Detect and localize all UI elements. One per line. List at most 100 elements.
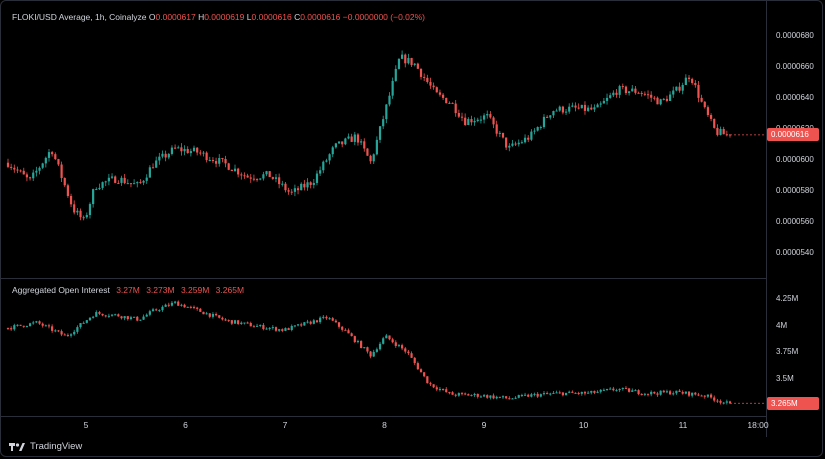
oi-candle-body (397, 345, 401, 347)
price-candle-body (501, 132, 505, 138)
price-candle-body (221, 158, 224, 160)
oi-candle-body (22, 325, 25, 327)
oi-candle-body (580, 391, 583, 394)
price-candle-body (451, 102, 454, 104)
y-tick-label: 0.0000600 (776, 154, 814, 164)
oi-candle-body (634, 390, 637, 392)
oi-candle-body (344, 329, 347, 331)
price-candle-body (360, 141, 363, 143)
price-candle-body (596, 104, 599, 108)
price-candle-body (628, 91, 631, 94)
oi-candle-body (208, 313, 211, 317)
price-candle-body (315, 173, 319, 183)
oi-candle-body (672, 393, 675, 395)
oi-candle-body (416, 363, 419, 370)
symbol-title[interactable]: FLOKI/USD Average, 1h, Coinalyze (12, 12, 147, 22)
y-tick-label: 0.0000620 (776, 124, 814, 133)
oi-candle-body (224, 319, 227, 321)
price-candle-body (293, 188, 297, 192)
price-candle-body (508, 145, 511, 148)
oi-candle-body (114, 314, 117, 316)
price-candle-body (92, 189, 95, 205)
price-candle-body (713, 118, 716, 128)
oi-high-value: 3.273M (146, 285, 175, 295)
price-candle-body (703, 101, 706, 108)
oi-candle-body (429, 383, 432, 385)
oi-candle-body (145, 314, 148, 317)
oi-candle-body (407, 351, 410, 354)
oi-candle-body (467, 394, 470, 396)
price-candle-body (243, 175, 246, 177)
price-candle-body (527, 137, 530, 140)
price-candle-body (397, 58, 401, 69)
price-candle-body (114, 176, 117, 183)
last-oi-tag: 3.265M (767, 396, 819, 410)
tradingview-logo[interactable]: TradingView (8, 441, 82, 452)
price-candle-body (262, 174, 265, 179)
price-candle-body (448, 102, 451, 104)
oi-candle-body (643, 393, 646, 395)
oi-candle-body (85, 320, 88, 323)
price-candle-body (410, 57, 413, 65)
price-candle-body (687, 77, 691, 79)
price-candle-body (577, 107, 580, 109)
price-candle-body (82, 217, 85, 219)
price-candle-body (309, 182, 312, 185)
oi-candle-body (533, 393, 536, 395)
price-candle-body (281, 183, 284, 185)
oi-candle-body (54, 330, 57, 332)
oi-candle-body (199, 308, 202, 312)
price-candle-body (344, 138, 347, 145)
oi-candle-body (63, 334, 66, 336)
price-candle-body (44, 157, 47, 164)
price-candle-body (615, 92, 618, 95)
oi-candle-body (419, 369, 423, 373)
oi-candle-body (546, 393, 549, 395)
y-tick-label: 0.0000560 (776, 216, 814, 226)
oi-candle-body (328, 318, 331, 320)
price-candle-body (391, 80, 394, 96)
price-candle-body (523, 137, 527, 143)
oi-candle-body (92, 316, 95, 318)
price-axis-border (766, 0, 767, 437)
oi-candle-body (372, 351, 375, 357)
price-candle-body (700, 97, 703, 102)
oi-candle-body (527, 394, 530, 397)
price-candle-body (640, 92, 643, 94)
price-candle-body (646, 94, 650, 96)
price-candle-body (139, 182, 142, 184)
price-candle-body (32, 172, 35, 179)
price-candle-body (145, 177, 148, 181)
price-candle-body (312, 182, 315, 185)
price-candle-body (609, 95, 612, 98)
oi-candle-body (668, 391, 672, 395)
y-tick-label: 3.5M (776, 373, 794, 383)
oi-candle-body (665, 391, 669, 393)
oi-title[interactable]: Aggregated Open Interest (12, 285, 110, 295)
price-candle-body (441, 94, 445, 98)
price-candle-body (164, 153, 167, 158)
price-candle-body (107, 177, 110, 182)
oi-candle-body (612, 388, 615, 391)
oi-candle-body (274, 327, 278, 331)
price-candle-body (227, 163, 230, 170)
price-candle-body (533, 130, 536, 132)
price-candle-body (192, 147, 196, 152)
oi-candle-body (426, 376, 429, 384)
price-candle-body (464, 117, 467, 126)
price-candle-body (353, 134, 356, 142)
pane-separator[interactable] (0, 278, 766, 279)
price-candle-body (423, 76, 426, 78)
price-candle-body (133, 183, 136, 185)
oi-candle-body (445, 389, 448, 393)
oi-candle-body (523, 394, 527, 396)
price-candle-body (319, 170, 322, 174)
oi-candle-body (681, 391, 684, 394)
low-key: L (246, 12, 252, 22)
price-candle-body (561, 106, 564, 113)
oi-candle-body (716, 400, 719, 402)
x-tick-label: 18:00 (747, 420, 769, 430)
oi-candle-body (706, 394, 710, 397)
price-candle-body (322, 161, 325, 171)
